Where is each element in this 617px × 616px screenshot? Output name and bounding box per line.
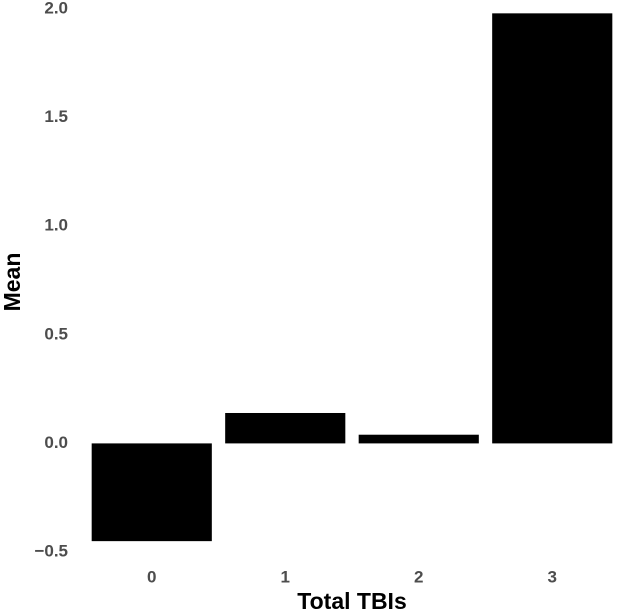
bar [225,412,346,444]
bar [358,434,479,444]
y-tick-label: 0.0 [44,433,68,452]
bar [91,443,212,542]
x-tick-label: 1 [281,567,290,586]
y-tick-label: 1.0 [44,216,68,235]
y-axis-title: Mean [0,253,25,312]
x-tick-label: 0 [147,567,156,586]
y-tick-label: 2.0 [44,0,68,17]
x-axis-title: Total TBIs [297,588,406,614]
y-tick-label: 0.5 [44,324,68,343]
y-tick-label: −0.5 [34,541,68,560]
y-tick-label: 1.5 [44,107,68,126]
x-tick-label: 2 [414,567,423,586]
bar [492,13,613,444]
x-tick-label: 3 [548,567,557,586]
